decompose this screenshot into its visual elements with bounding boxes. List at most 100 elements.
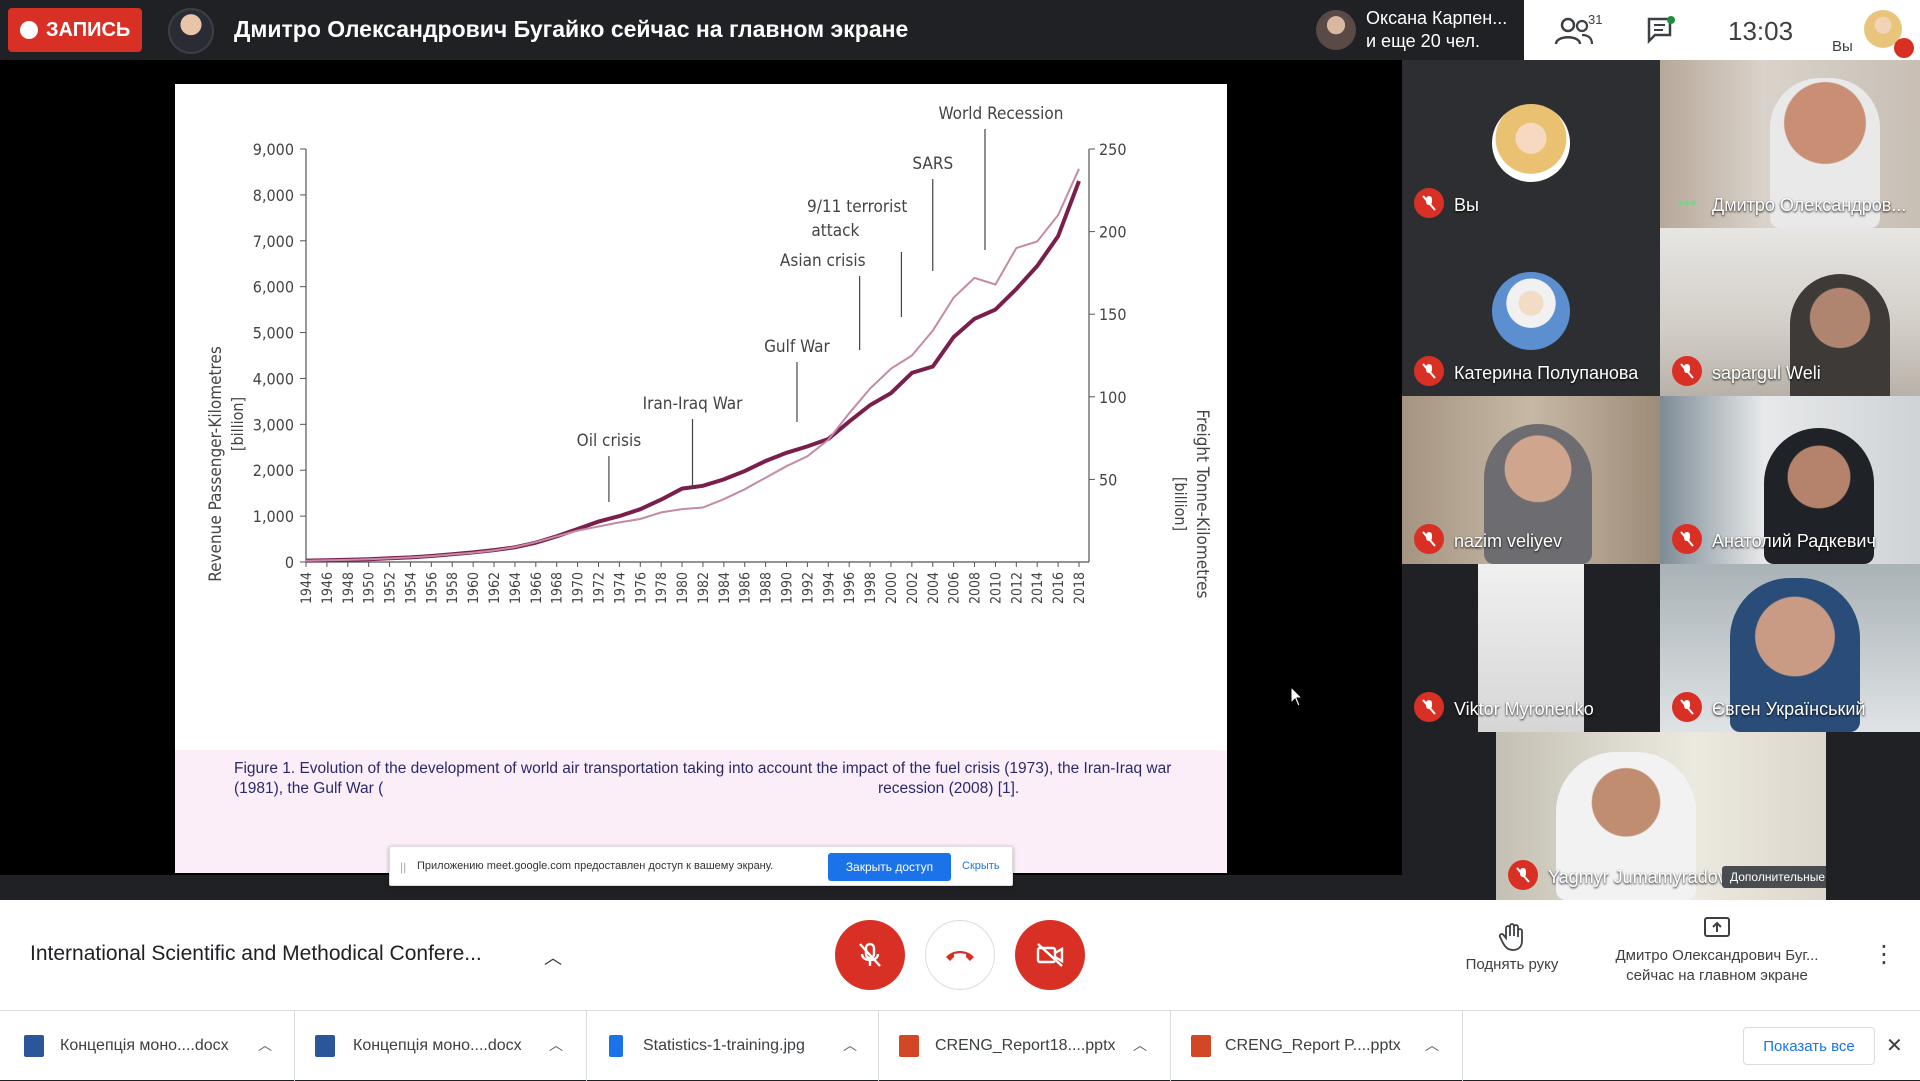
y-right-tick-label: 50 — [1099, 470, 1117, 489]
x-tick-label: 1976 — [633, 572, 649, 604]
other-participants-summary[interactable]: Оксана Карпен... и еще 20 чел. — [1306, 0, 1524, 60]
y-left-tick-label: 0 — [285, 553, 294, 572]
word-file-icon — [315, 1035, 335, 1057]
chevron-up-icon[interactable]: ︿ — [843, 1037, 857, 1053]
chevron-up-icon[interactable]: ︿ — [258, 1037, 272, 1053]
people-count: 31 — [1588, 12, 1603, 27]
raise-hand-label: Поднять руку — [1465, 956, 1559, 973]
y-axis-right-unit: [billion] — [1171, 477, 1190, 531]
annotation-label: 9/11 terrorist — [807, 197, 907, 217]
y-left-tick-label: 3,000 — [253, 415, 294, 434]
top-bar: ЗАПИСЬ Дмитро Олександрович Бугайко сейч… — [0, 0, 1920, 60]
participant-tile[interactable]: Анатолий Радкевич — [1660, 396, 1920, 564]
download-item[interactable]: CRENG_Report18....pptx ︿ — [879, 1011, 1171, 1081]
download-item[interactable]: Концепція моно....docx ︿ — [295, 1011, 587, 1081]
record-dot-icon — [20, 21, 38, 39]
close-icon[interactable]: ✕ — [1886, 1035, 1903, 1057]
avatar — [1492, 104, 1570, 182]
y-left-tick-label: 4,000 — [253, 369, 294, 388]
download-item[interactable]: Statistics-1-training.jpg ︿ — [587, 1011, 879, 1081]
participant-name: Катерина Полупанова — [1454, 363, 1639, 383]
chevron-up-icon[interactable]: ︿ — [544, 948, 562, 968]
x-tick-label: 1962 — [487, 572, 503, 604]
annotation-label: Oil crisis — [577, 431, 642, 451]
mic-off-icon — [1508, 860, 1538, 890]
leave-call-button[interactable] — [925, 920, 995, 990]
x-tick-label: 1946 — [320, 572, 336, 604]
present-now-button[interactable]: Дмитро Олександрович Буг... сейчас на гл… — [1592, 916, 1842, 986]
participant-name: nazim veliyev — [1454, 531, 1563, 551]
download-file-name: Statistics-1-training.jpg — [643, 1037, 805, 1054]
x-tick-label: 2014 — [1030, 572, 1046, 604]
chart-axes — [305, 149, 1090, 563]
recording-label: ЗАПИСЬ — [46, 18, 131, 41]
annotation-label: Gulf War — [764, 337, 830, 357]
participant-tile[interactable]: nazim veliyev — [1402, 396, 1660, 564]
y-right-tick-label: 150 — [1099, 305, 1126, 324]
x-tick-label: 1974 — [612, 572, 628, 604]
caption-end: recession (2008) [1]. — [877, 780, 1020, 797]
chevron-up-icon[interactable]: ︿ — [1133, 1037, 1147, 1053]
chart-ticks: 0 1,000 2,000 3,000 4,000 5,000 6,000 7,000 8,00… — [253, 140, 1127, 604]
others-line-1: Оксана Карпен... — [1366, 8, 1508, 28]
x-tick-label: 2012 — [1009, 572, 1025, 604]
powerpoint-file-icon — [1191, 1035, 1211, 1057]
x-tick-label: 2008 — [968, 572, 984, 604]
x-tick-label: 1980 — [675, 572, 691, 604]
toggle-camera-button[interactable] — [1015, 920, 1085, 990]
show-all-downloads-button[interactable]: Показать все — [1743, 1027, 1875, 1065]
y-axis-left-unit: [billion] — [228, 397, 247, 451]
word-file-icon — [24, 1035, 44, 1057]
x-tick-label: 1968 — [550, 572, 566, 604]
x-tick-label: 1978 — [654, 572, 670, 604]
people-icon[interactable] — [1554, 14, 1600, 48]
participant-name: Yagmyr Jumamyradov — [1548, 867, 1727, 887]
y-right-tick-label: 100 — [1099, 388, 1126, 407]
hang-up-icon — [946, 951, 974, 961]
clock: 13:03 — [1728, 16, 1794, 46]
x-tick-label: 1970 — [571, 572, 587, 604]
participant-tile[interactable]: sapargul Weli — [1660, 228, 1920, 396]
x-tick-label: 1982 — [696, 572, 712, 604]
download-file-name: Концепція моно....docx — [353, 1037, 522, 1054]
x-tick-label: 1984 — [717, 572, 733, 604]
participant-tile[interactable]: Євген Український — [1660, 564, 1920, 732]
x-tick-label: 1958 — [445, 572, 461, 604]
annotation-label: World Recession — [939, 104, 1064, 124]
participant-tile-presenter[interactable]: Дмитро Олександров... ••• — [1660, 60, 1920, 228]
y-axis-right-label: Freight Tonne-Kilometres — [1192, 409, 1212, 598]
hide-banner-link[interactable]: Скрыть — [962, 860, 1000, 872]
mic-off-icon — [1414, 356, 1444, 386]
air-transport-chart: 0 1,000 2,000 3,000 4,000 5,000 6,000 7,000 8,00… — [206, 104, 1212, 604]
speaking-indicator-icon: ••• — [1677, 192, 1697, 213]
meeting-title[interactable]: International Scientific and Methodical … — [30, 942, 482, 965]
chevron-up-icon[interactable]: ︿ — [549, 1037, 563, 1053]
download-item[interactable]: Концепція моно....docx ︿ — [0, 1011, 295, 1081]
x-tick-label: 1972 — [591, 572, 607, 604]
share-message: Приложению meet.google.com предоставлен … — [417, 860, 774, 872]
download-item[interactable]: CRENG_Report P....pptx ︿ — [1171, 1011, 1463, 1081]
chat-icon[interactable] — [1646, 16, 1676, 44]
drag-handle-icon[interactable]: || — [400, 860, 407, 874]
y-axis-left-label: Revenue Passenger-Kilometres — [206, 346, 226, 582]
participant-name: Вы — [1454, 195, 1479, 215]
x-tick-label: 2004 — [926, 572, 942, 604]
shared-slide: 0 1,000 2,000 3,000 4,000 5,000 6,000 7,000 8,00… — [175, 84, 1227, 873]
y-left-tick-label: 7,000 — [253, 232, 294, 251]
video-feed — [1770, 78, 1880, 228]
participant-tile[interactable]: Yagmyr Jumamyradov Дополнительные действ… — [1496, 732, 1826, 900]
hand-icon — [1498, 923, 1523, 951]
annotation-label: attack — [811, 221, 859, 241]
x-tick-label: 2010 — [988, 572, 1004, 604]
x-tick-label: 1988 — [759, 572, 775, 604]
raise-hand-button[interactable]: Поднять руку — [1442, 922, 1582, 973]
stop-sharing-button[interactable]: Закрыть доступ — [828, 853, 951, 881]
chevron-up-icon[interactable]: ︿ — [1425, 1037, 1439, 1053]
participant-name: Євген Український — [1712, 699, 1866, 719]
participant-tile-you[interactable]: Вы — [1402, 60, 1660, 228]
participant-tile[interactable]: Катерина Полупанова — [1402, 228, 1660, 396]
toggle-mic-button[interactable] — [835, 920, 905, 990]
more-options-icon[interactable]: ⋮ — [1872, 941, 1896, 968]
participant-tile[interactable]: Viktor Myronenko — [1402, 564, 1660, 732]
avatar — [1492, 272, 1570, 350]
